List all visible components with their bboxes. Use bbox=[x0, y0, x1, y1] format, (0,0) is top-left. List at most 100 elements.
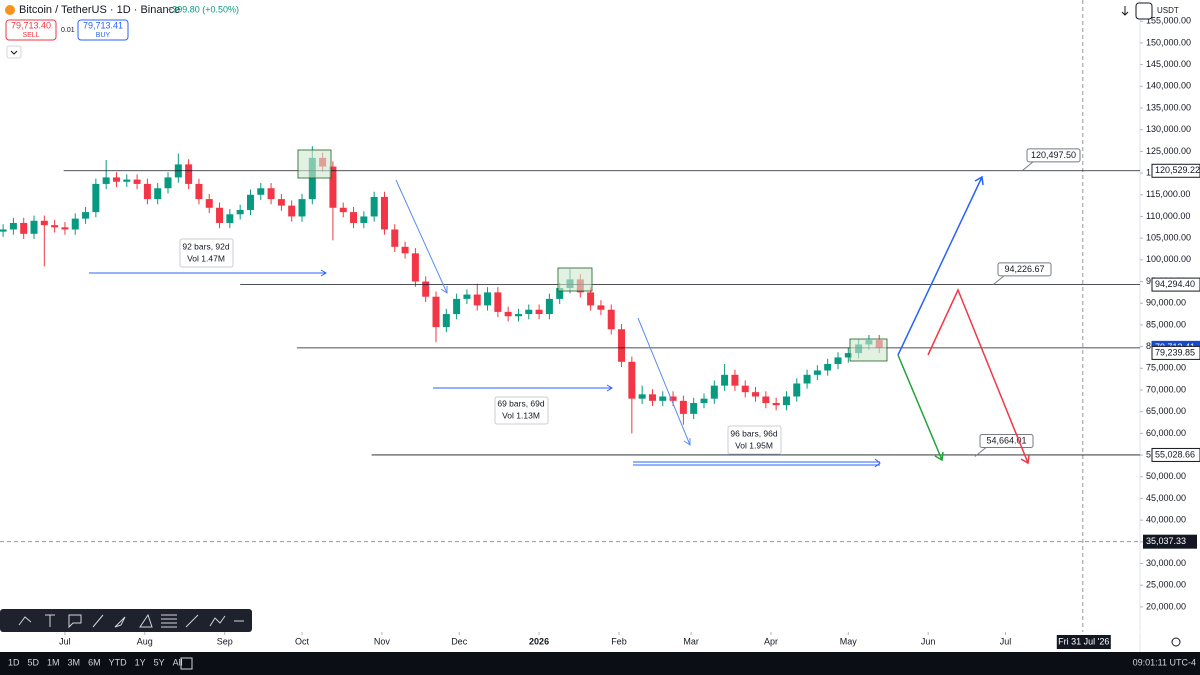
candle-body bbox=[401, 246, 409, 254]
level-label: 120,529.22 bbox=[1155, 165, 1200, 175]
candle-body bbox=[143, 183, 151, 200]
candle-body bbox=[339, 207, 347, 213]
symbol: Bitcoin / TetherUS · 1D · Binance bbox=[19, 4, 180, 16]
candle-body bbox=[504, 311, 512, 317]
candle-body bbox=[185, 164, 193, 184]
callout-box bbox=[997, 262, 1052, 277]
collapse-button[interactable] bbox=[6, 45, 22, 59]
range-button[interactable]: 5Y bbox=[154, 657, 165, 667]
y-tick-label: 140,000.00 bbox=[1146, 81, 1191, 91]
candle-body bbox=[298, 199, 306, 217]
zone-box bbox=[849, 338, 888, 362]
tool[interactable] bbox=[18, 616, 32, 626]
candle-body bbox=[133, 179, 141, 184]
mode-button[interactable] bbox=[1135, 2, 1153, 20]
x-tick-label: Mar bbox=[683, 636, 699, 646]
range-button[interactable]: YTD bbox=[109, 657, 128, 667]
candle-body bbox=[484, 292, 492, 306]
candle-body bbox=[432, 296, 440, 328]
annotations: 92 bars, 92d Vol 1.47M 69 bars, 69d Vol … bbox=[179, 238, 782, 455]
candle-body bbox=[40, 220, 48, 226]
note-vol: Vol 1.95M bbox=[735, 440, 773, 450]
x-tick-label: Aug bbox=[137, 636, 153, 646]
candle-body bbox=[752, 392, 760, 397]
tool[interactable] bbox=[209, 615, 226, 627]
measure-arrow bbox=[633, 458, 881, 468]
tool[interactable] bbox=[161, 614, 177, 628]
candle-body bbox=[525, 309, 533, 315]
scroll-icon[interactable] bbox=[1121, 6, 1129, 16]
clock: 09:01:11 UTC-4 bbox=[1133, 657, 1196, 667]
level-label: 94,294.40 bbox=[1155, 279, 1195, 289]
change: +399.80 (+0.50%) bbox=[167, 4, 239, 14]
candle-body bbox=[772, 403, 780, 406]
settings-icon[interactable] bbox=[1171, 637, 1181, 647]
level-label: 55,028.66 bbox=[1155, 449, 1195, 459]
callout-label: 94,226.67 bbox=[1004, 264, 1044, 274]
candle-body bbox=[61, 227, 69, 230]
drawing-toolbar bbox=[0, 609, 252, 632]
y-tick-label: 135,000.00 bbox=[1146, 102, 1191, 112]
trend-arrow bbox=[395, 179, 448, 294]
buy-button[interactable] bbox=[77, 19, 129, 41]
tool[interactable] bbox=[92, 614, 104, 628]
tool[interactable] bbox=[68, 614, 82, 629]
note-vol: Vol 1.13M bbox=[502, 410, 540, 420]
candle-body bbox=[659, 396, 667, 401]
range-button[interactable]: 6M bbox=[88, 657, 101, 667]
measure-arrow bbox=[89, 269, 327, 277]
callout-label: 54,664.01 bbox=[986, 435, 1026, 445]
candle-body bbox=[92, 183, 100, 213]
plot-area: 120,497.50 94,226.67 54,664.01 bbox=[0, 0, 1140, 632]
tool[interactable] bbox=[139, 613, 153, 628]
sell-button[interactable] bbox=[5, 19, 57, 41]
callout-leader bbox=[992, 275, 1005, 286]
note-vol: Vol 1.47M bbox=[187, 253, 225, 263]
y-tick-label: 60,000.00 bbox=[1146, 428, 1186, 438]
candle-body bbox=[442, 314, 450, 328]
candle-body bbox=[350, 212, 358, 223]
tool[interactable] bbox=[185, 614, 199, 628]
note-bars: 69 bars, 69d bbox=[497, 398, 545, 408]
bottom-bar bbox=[0, 652, 1200, 675]
candle-body bbox=[277, 199, 285, 206]
candle-body bbox=[762, 396, 770, 404]
y-tick-label: 30,000.00 bbox=[1146, 558, 1186, 568]
date-range-button[interactable] bbox=[180, 657, 193, 670]
candle-body bbox=[380, 196, 388, 230]
crosshair-date: Fri 31 Jul '26 bbox=[1058, 636, 1109, 646]
y-tick-label: 25,000.00 bbox=[1146, 580, 1186, 590]
candle-body bbox=[545, 298, 553, 315]
candle-body bbox=[473, 294, 481, 306]
range-button[interactable]: 1Y bbox=[135, 657, 146, 667]
range-button[interactable]: 1D bbox=[8, 657, 20, 667]
candle-body bbox=[638, 394, 646, 399]
y-tick-label: 20,000.00 bbox=[1146, 601, 1186, 611]
tool[interactable] bbox=[45, 614, 55, 627]
tool[interactable] bbox=[114, 616, 126, 628]
range-button[interactable]: 1M bbox=[47, 657, 60, 667]
range-button[interactable]: 5D bbox=[28, 657, 40, 667]
candle-body bbox=[370, 196, 378, 217]
candle-body bbox=[648, 394, 656, 401]
candle-body bbox=[257, 188, 265, 195]
candle-body bbox=[308, 157, 316, 200]
note-bars: 96 bars, 96d bbox=[730, 428, 778, 438]
range-button[interactable]: All bbox=[173, 657, 183, 667]
candle-body bbox=[463, 294, 471, 299]
candle-body bbox=[690, 403, 698, 414]
boxes bbox=[297, 149, 888, 362]
measure-arrow bbox=[433, 384, 613, 392]
candle-body bbox=[112, 177, 120, 182]
tool-icons bbox=[18, 613, 244, 629]
y-tick-label: 145,000.00 bbox=[1146, 59, 1191, 69]
candle-body bbox=[411, 253, 419, 282]
candle-body bbox=[164, 177, 172, 189]
buy-label: BUY bbox=[96, 32, 111, 39]
range-button[interactable]: 3M bbox=[68, 657, 81, 667]
crosshair-price: 35,037.33 bbox=[1146, 536, 1186, 546]
axes: 20,000.0025,000.0030,000.0035,000.0040,0… bbox=[59, 16, 1200, 649]
candle-body bbox=[721, 374, 729, 386]
range-buttons: 1D 5D 1M 3M 6M YTD 1Y 5Y All bbox=[8, 657, 183, 667]
y-tick-label: 105,000.00 bbox=[1146, 233, 1191, 243]
